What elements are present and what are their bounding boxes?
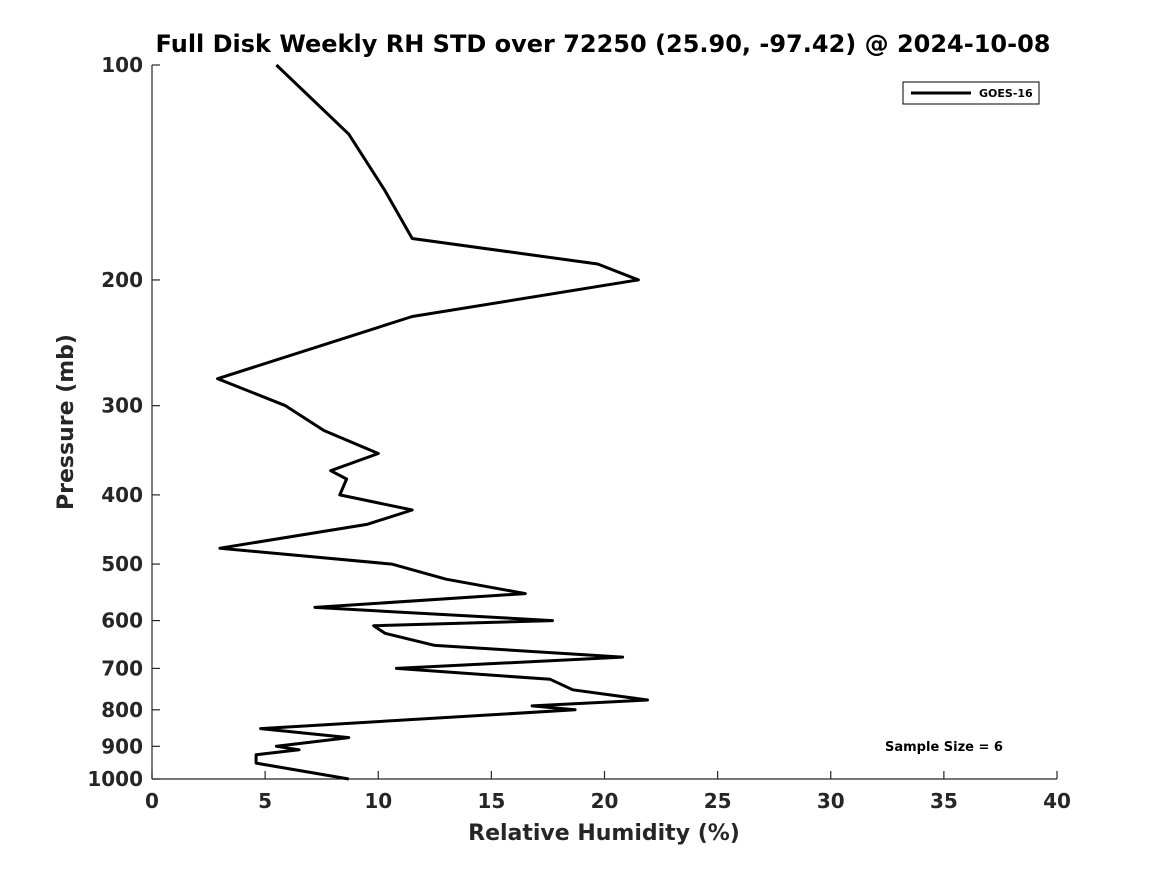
y-tick-label: 400 (101, 483, 143, 507)
chart-title: Full Disk Weekly RH STD over 72250 (25.9… (156, 30, 1051, 58)
series-line-goes-16 (216, 63, 649, 781)
x-ticks: 0 5 10 15 20 25 30 35 40 (145, 771, 1071, 813)
x-tick-label: 0 (145, 789, 159, 813)
x-tick-label: 40 (1043, 789, 1071, 813)
y-tick-label: 500 (101, 552, 143, 576)
y-tick-label: 200 (101, 268, 143, 292)
sample-size-annotation: Sample Size = 6 (885, 740, 1003, 755)
y-tick-label: 600 (101, 609, 143, 633)
x-tick-label: 20 (591, 789, 619, 813)
x-tick-label: 35 (930, 789, 958, 813)
x-tick-label: 25 (704, 789, 732, 813)
x-tick-label: 5 (258, 789, 272, 813)
x-tick-label: 30 (817, 789, 845, 813)
y-tick-label: 1000 (87, 767, 143, 791)
legend-label-goes-16: GOES-16 (979, 87, 1033, 100)
legend: GOES-16 (902, 81, 1040, 105)
y-tick-label: 800 (101, 698, 143, 722)
y-tick-label: 300 (101, 394, 143, 418)
axes (151, 65, 1057, 780)
y-axis-label: Pressure (mb) (54, 334, 79, 510)
x-tick-label: 15 (477, 789, 505, 813)
x-axis-label: Relative Humidity (%) (468, 821, 740, 846)
series-group (216, 63, 649, 781)
y-ticks: 100 200 300 400 500 600 700 800 900 1000 (87, 53, 160, 791)
y-tick-label: 100 (101, 53, 143, 77)
x-tick-label: 10 (364, 789, 392, 813)
y-tick-label: 900 (101, 734, 143, 758)
y-tick-label: 700 (101, 656, 143, 680)
